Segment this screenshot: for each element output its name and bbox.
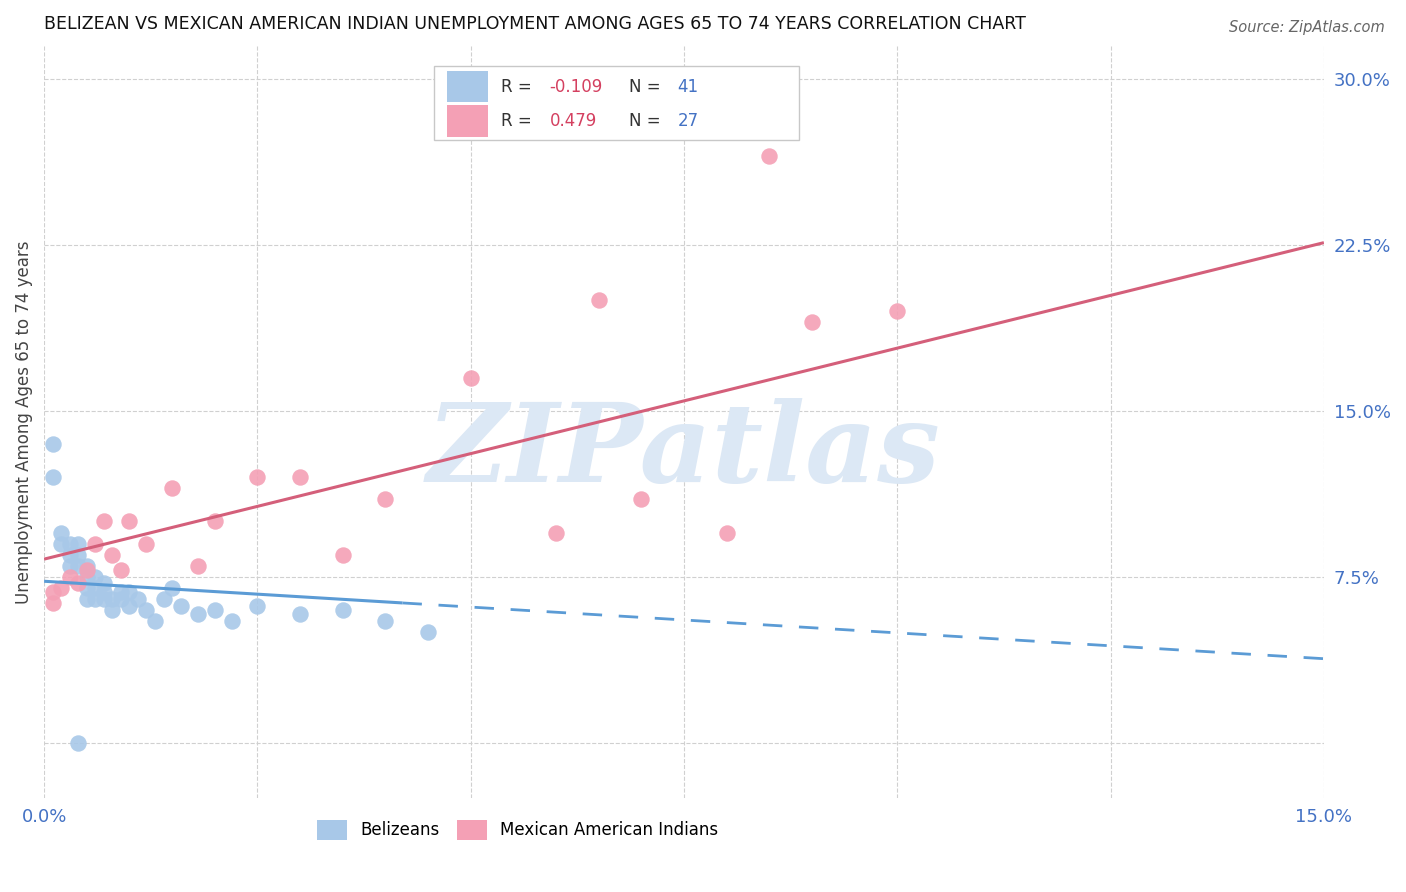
Point — [460, 370, 482, 384]
Point — [59, 570, 82, 584]
Point — [246, 599, 269, 613]
Point — [101, 548, 124, 562]
Point — [801, 315, 824, 329]
Point — [84, 570, 107, 584]
Point — [41, 596, 63, 610]
Legend: Belizeans, Mexican American Indians: Belizeans, Mexican American Indians — [311, 814, 724, 847]
Point — [588, 293, 610, 308]
Point — [544, 525, 567, 540]
Point — [76, 591, 98, 606]
Point — [416, 625, 439, 640]
Text: Source: ZipAtlas.com: Source: ZipAtlas.com — [1229, 20, 1385, 35]
Point — [51, 581, 73, 595]
FancyBboxPatch shape — [447, 105, 488, 137]
Point — [288, 607, 311, 622]
Text: 27: 27 — [678, 112, 699, 130]
Point — [127, 591, 149, 606]
Point — [288, 470, 311, 484]
Point — [143, 614, 166, 628]
Text: N =: N = — [628, 112, 666, 130]
Text: N =: N = — [628, 78, 666, 95]
Point — [84, 591, 107, 606]
Text: R =: R = — [501, 112, 537, 130]
Point — [135, 536, 157, 550]
Point — [51, 536, 73, 550]
Point — [67, 548, 90, 562]
Point — [93, 585, 115, 599]
Point — [630, 492, 652, 507]
Point — [41, 470, 63, 484]
Point — [59, 536, 82, 550]
Point — [204, 515, 226, 529]
Point — [76, 570, 98, 584]
Point — [84, 536, 107, 550]
Point — [41, 437, 63, 451]
Point — [110, 563, 132, 577]
Point — [118, 585, 141, 599]
Point — [160, 581, 183, 595]
Point — [204, 603, 226, 617]
Point — [374, 492, 396, 507]
Point — [59, 548, 82, 562]
Point — [84, 581, 107, 595]
Point — [187, 607, 209, 622]
Point — [110, 585, 132, 599]
Point — [76, 581, 98, 595]
Point — [110, 591, 132, 606]
FancyBboxPatch shape — [434, 66, 799, 140]
Point — [246, 470, 269, 484]
Point — [332, 603, 354, 617]
Point — [93, 515, 115, 529]
Point — [101, 603, 124, 617]
Point — [101, 591, 124, 606]
Point — [67, 558, 90, 573]
Point — [716, 525, 738, 540]
Point — [41, 585, 63, 599]
Point — [152, 591, 174, 606]
Text: -0.109: -0.109 — [550, 78, 603, 95]
Point — [758, 149, 780, 163]
Point — [67, 576, 90, 591]
Point — [118, 599, 141, 613]
Point — [76, 563, 98, 577]
Point — [93, 576, 115, 591]
Text: ZIPatlas: ZIPatlas — [427, 398, 941, 506]
Point — [374, 614, 396, 628]
Point — [332, 548, 354, 562]
Point — [160, 481, 183, 495]
Text: 41: 41 — [678, 78, 699, 95]
Point — [67, 736, 90, 750]
Point — [135, 603, 157, 617]
Point — [59, 558, 82, 573]
Point — [67, 536, 90, 550]
Text: 0.479: 0.479 — [550, 112, 598, 130]
Point — [886, 304, 908, 318]
Point — [187, 558, 209, 573]
Point — [169, 599, 191, 613]
Point — [93, 591, 115, 606]
Point — [51, 525, 73, 540]
Point — [221, 614, 243, 628]
Point — [76, 558, 98, 573]
FancyBboxPatch shape — [447, 70, 488, 103]
Text: R =: R = — [501, 78, 537, 95]
Y-axis label: Unemployment Among Ages 65 to 74 years: Unemployment Among Ages 65 to 74 years — [15, 240, 32, 604]
Point — [118, 515, 141, 529]
Text: BELIZEAN VS MEXICAN AMERICAN INDIAN UNEMPLOYMENT AMONG AGES 65 TO 74 YEARS CORRE: BELIZEAN VS MEXICAN AMERICAN INDIAN UNEM… — [44, 15, 1026, 33]
